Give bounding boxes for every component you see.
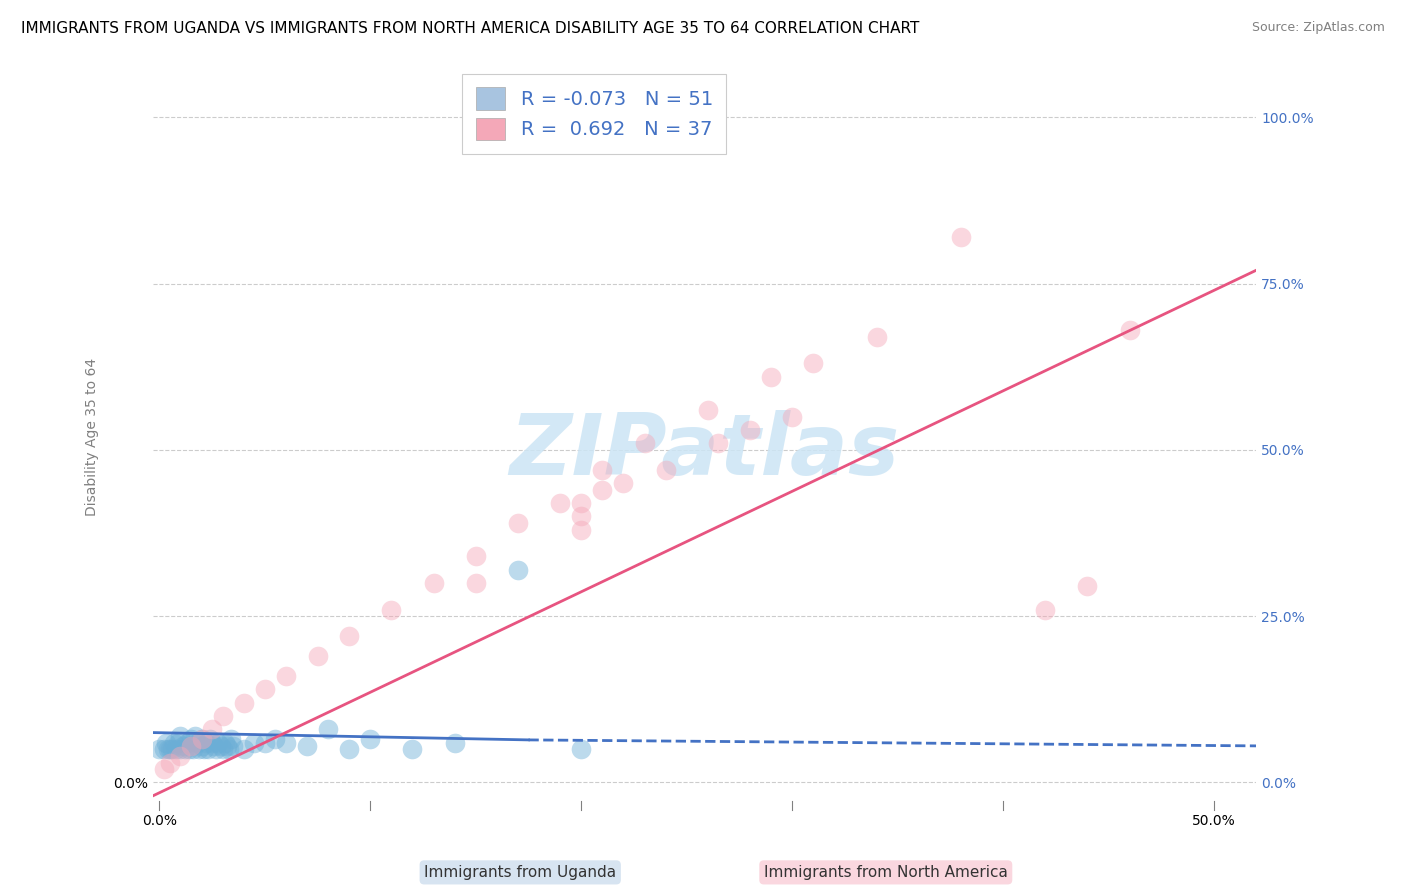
Point [569,509,592,524]
Point [949,230,972,244]
Point [253,735,276,749]
Point [316,723,339,737]
Point [1076,579,1098,593]
Point [165,742,187,756]
Point [190,732,212,747]
Point [169,729,191,743]
Point [337,742,360,756]
Point [172,739,194,753]
Point [188,742,211,756]
Point [169,748,191,763]
Point [464,549,486,564]
Point [176,735,198,749]
Point [190,739,212,753]
Point [274,735,297,749]
Point [232,742,254,756]
Legend: R = -0.073   N = 51, R =  0.692   N = 37: R = -0.073 N = 51, R = 0.692 N = 37 [463,74,727,153]
Point [181,742,204,756]
Point [177,742,200,756]
Point [696,403,718,417]
Point [1033,602,1056,616]
Point [167,735,190,749]
Point [654,463,676,477]
Point [569,742,592,756]
Point [163,735,186,749]
Point [569,523,592,537]
Point [202,739,225,753]
Point [380,602,402,616]
Point [152,742,174,756]
Point [197,742,219,756]
Point [148,742,170,756]
Text: Source: ZipAtlas.com: Source: ZipAtlas.com [1251,21,1385,34]
Point [201,735,224,749]
Point [569,496,592,510]
Point [801,356,824,370]
Point [198,732,221,747]
Text: Immigrants from Uganda: Immigrants from Uganda [425,865,616,880]
Point [253,682,276,697]
Point [207,735,229,749]
Point [160,742,183,756]
Point [548,496,571,510]
Point [464,575,486,590]
Point [591,483,613,497]
Point [243,735,266,749]
Point [264,732,287,747]
Point [169,742,191,756]
Point [211,709,233,723]
Point [443,735,465,749]
Point [219,732,242,747]
Point [295,739,318,753]
Point [209,739,232,753]
Point [633,436,655,450]
Y-axis label: Disability Age 35 to 64: Disability Age 35 to 64 [86,358,100,516]
Point [152,762,174,776]
Point [180,739,202,753]
Point [1118,323,1140,337]
Point [232,696,254,710]
Text: Immigrants from North America: Immigrants from North America [763,865,1008,880]
Point [738,423,761,437]
Point [159,756,181,770]
Point [159,742,181,756]
Point [211,742,233,756]
Point [186,735,208,749]
Point [190,732,212,747]
Point [274,669,297,683]
Point [422,575,444,590]
Point [780,409,803,424]
Point [759,369,782,384]
Point [612,476,634,491]
Point [506,516,529,530]
Point [506,563,529,577]
Point [156,742,179,756]
Point [218,742,240,756]
Point [194,735,217,749]
Point [401,742,423,756]
Point [707,436,730,450]
Point [180,732,202,747]
Point [222,739,245,753]
Point [215,739,238,753]
Point [184,729,207,743]
Point [865,330,887,344]
Point [193,742,215,756]
Point [180,739,202,753]
Point [214,735,236,749]
Point [359,732,381,747]
Text: ZIPatlas: ZIPatlas [509,410,900,493]
Point [201,723,224,737]
Point [307,649,329,664]
Point [173,742,195,756]
Point [205,742,228,756]
Point [337,629,360,643]
Text: IMMIGRANTS FROM UGANDA VS IMMIGRANTS FROM NORTH AMERICA DISABILITY AGE 35 TO 64 : IMMIGRANTS FROM UGANDA VS IMMIGRANTS FRO… [21,21,920,36]
Point [155,735,177,749]
Point [591,463,613,477]
